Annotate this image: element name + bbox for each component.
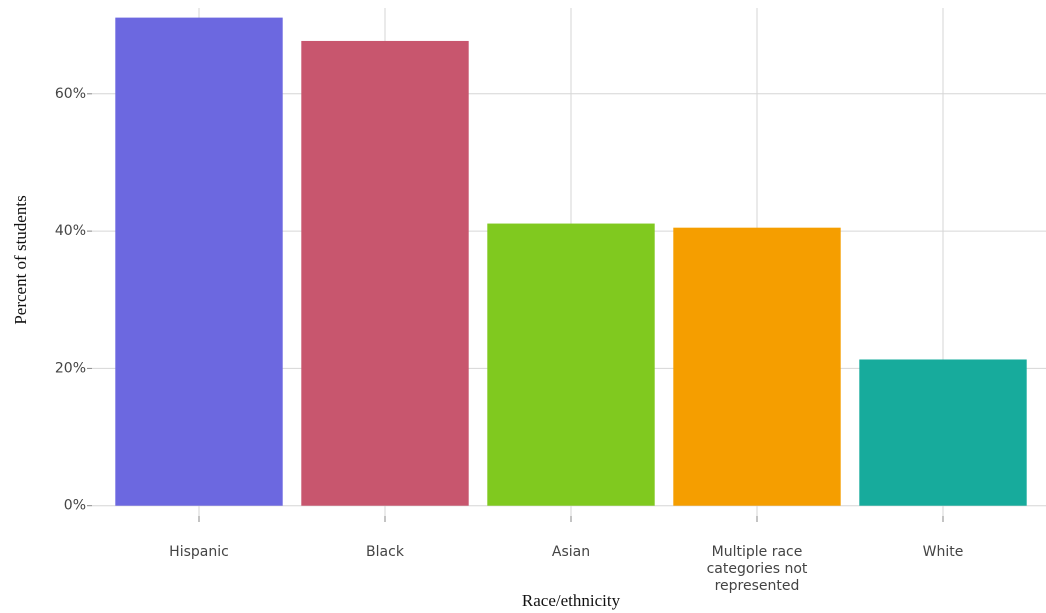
bar — [487, 223, 655, 506]
x-tick-label: Hispanic — [169, 544, 229, 560]
bar — [859, 359, 1027, 506]
bar — [301, 40, 469, 506]
x-tick-label: Multiple race categories not represented — [706, 544, 808, 594]
bar — [115, 17, 283, 506]
y-tick-label: 40% — [55, 223, 86, 239]
x-tick-label-box: Hispanic — [169, 544, 229, 560]
x-tick-label: Black — [366, 544, 404, 560]
y-tick-label: 20% — [55, 360, 86, 376]
x-tick-label: White — [922, 544, 964, 560]
x-tick-label: Asian — [551, 544, 591, 560]
y-axis-title: Percent of students — [11, 195, 30, 324]
x-tick-label-box: Asian — [551, 544, 591, 560]
y-tick-label: 0% — [64, 498, 86, 514]
bar — [673, 227, 841, 506]
x-tick-label-box: Black — [366, 544, 404, 560]
x-tick-label-box: White — [922, 544, 964, 560]
y-tick-label: 60% — [55, 86, 86, 102]
x-axis-title: Race/ethnicity — [522, 591, 621, 610]
x-tick-label-box: Multiple race categories not represented — [706, 544, 808, 594]
